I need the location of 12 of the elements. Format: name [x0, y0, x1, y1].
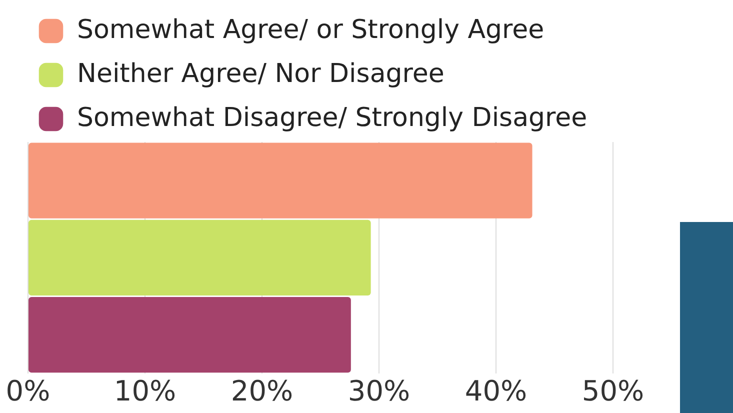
x-tick-label: 40% [464, 374, 528, 408]
bar [28, 142, 532, 218]
x-tick-label: 10% [114, 374, 176, 408]
x-tick-label: 50% [582, 374, 644, 408]
bar [28, 220, 371, 296]
legend-label: Somewhat Agree/ or Strongly Agree [77, 14, 544, 45]
bar [28, 297, 351, 373]
x-tick-label: 0% [6, 374, 50, 408]
legend-label: Neither Agree/ Nor Disagree [77, 58, 444, 89]
x-tick-label: 20% [230, 374, 294, 408]
x-tick-label: 30% [348, 374, 410, 408]
legend-label: Somewhat Disagree/ Strongly Disagree [77, 102, 588, 133]
